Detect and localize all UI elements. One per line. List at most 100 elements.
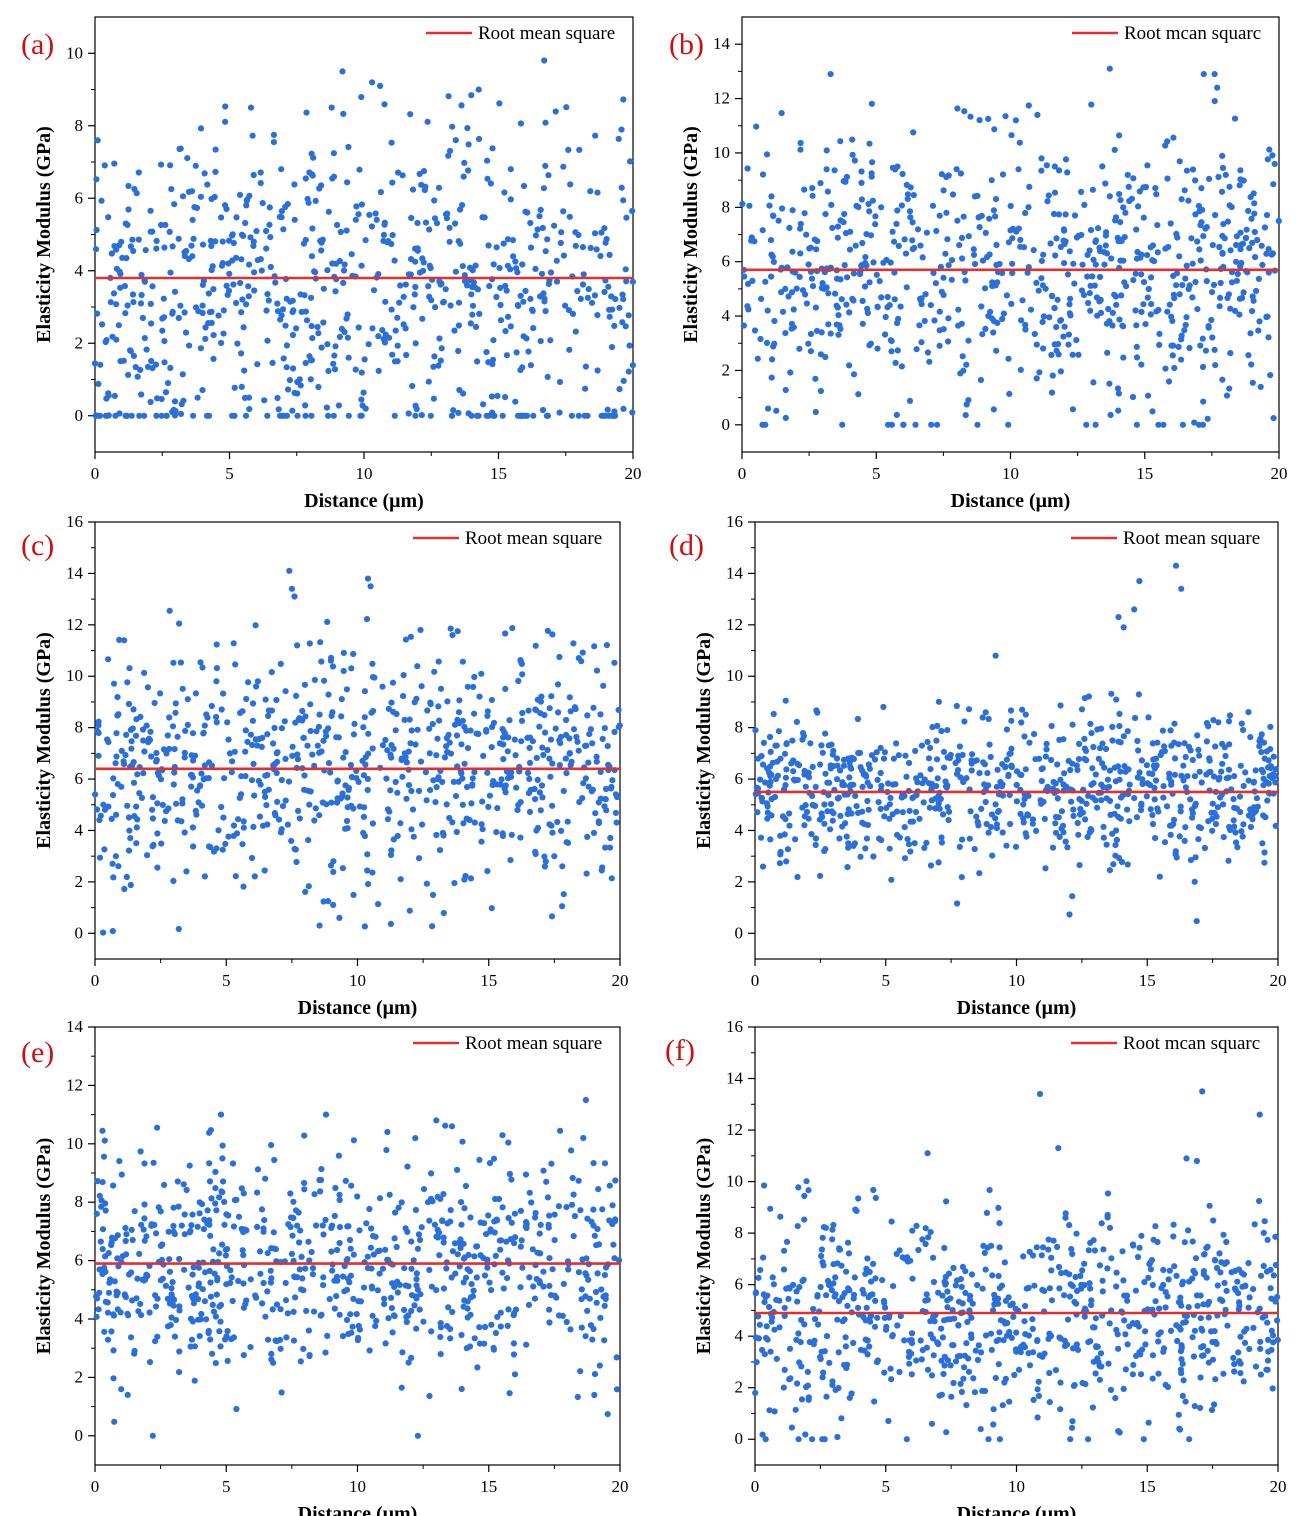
data-point [318,1166,325,1173]
data-point [988,811,996,818]
data-point [1197,1404,1204,1411]
data-point [138,1221,145,1228]
data-point [224,719,231,726]
data-point [161,817,168,824]
data-point [1052,252,1059,259]
data-point [764,815,771,822]
data-point [792,1406,799,1413]
data-point [926,804,933,811]
data-point [222,1252,229,1259]
data-point [1178,585,1185,592]
data-point [957,774,964,781]
data-point [813,327,821,334]
data-point [853,803,860,810]
data-point [480,1254,487,1262]
data-point [190,843,197,850]
data-point [575,412,582,419]
data-point [435,362,442,369]
data-point [390,836,397,843]
data-point [230,239,237,247]
data-point [230,822,237,829]
data-point [402,754,409,761]
data-point [1056,167,1063,174]
data-point [761,1182,768,1189]
data-point [1078,231,1085,239]
data-point [918,339,925,346]
data-point [542,858,549,865]
data-point [611,728,618,736]
data-point [258,743,265,750]
data-point [882,1304,889,1311]
data-point [965,706,973,713]
data-point [362,405,369,412]
data-point [1006,1328,1013,1336]
data-point [1132,307,1139,314]
data-point [873,271,880,278]
data-point [598,229,605,236]
data-point [1061,260,1068,267]
data-point [467,320,474,327]
data-point [1182,1398,1189,1405]
data-point [1260,739,1268,746]
data-point [909,237,916,244]
data-point [944,1304,951,1311]
data-point [422,769,429,776]
data-point [1109,309,1116,316]
data-point [366,211,373,218]
data-point [358,396,365,403]
data-point [316,749,323,756]
data-point [1257,1272,1265,1279]
data-point [382,736,389,744]
data-point [290,365,297,372]
data-point [844,274,851,281]
data-point [776,1324,783,1331]
data-point [1252,1363,1260,1370]
data-point [1239,294,1246,302]
data-point [783,1238,791,1245]
data-point [545,172,552,179]
data-point [474,358,481,365]
data-point [388,847,395,854]
data-point [121,885,128,893]
data-point [206,1267,213,1275]
data-point [1052,780,1059,787]
data-point [794,873,801,881]
data-point [375,367,382,374]
data-point [366,1347,373,1354]
data-point [197,193,204,200]
data-point [955,757,962,764]
data-point [140,737,147,744]
data-point [545,280,553,288]
data-point [384,1256,391,1263]
data-point [509,253,517,260]
data-point [745,306,752,313]
data-point [153,245,160,252]
data-point [523,1341,530,1348]
data-point [784,846,791,853]
data-point [849,295,856,302]
data-point [938,834,945,841]
data-point [227,1267,234,1274]
x-tick-label: 15 [1139,971,1156,990]
data-point [111,1418,118,1425]
data-point [190,1264,197,1271]
data-point [99,1127,106,1134]
data-point [1268,1327,1275,1334]
data-point [178,1222,185,1229]
data-point [450,407,457,414]
data-point [274,300,281,307]
data-point [623,278,630,285]
data-point [835,1349,842,1356]
data-point [911,244,918,251]
data-point [405,1359,412,1366]
data-point [906,1337,913,1344]
data-point [431,353,438,360]
data-point [884,293,891,301]
data-point [485,803,492,810]
data-point [440,1234,447,1241]
data-point [930,1254,937,1261]
data-point [1212,212,1219,219]
data-point [118,783,125,790]
data-point [565,839,572,846]
data-point [923,229,930,236]
